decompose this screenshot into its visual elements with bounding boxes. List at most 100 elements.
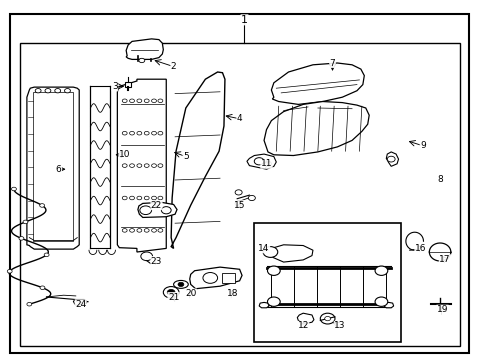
- Circle shape: [137, 164, 142, 167]
- Text: 22: 22: [150, 201, 162, 210]
- Text: 15: 15: [233, 201, 245, 210]
- Text: 12: 12: [297, 321, 308, 330]
- Circle shape: [151, 164, 156, 167]
- Circle shape: [178, 282, 183, 287]
- Text: 14: 14: [258, 244, 269, 253]
- Circle shape: [129, 131, 134, 135]
- Circle shape: [386, 156, 394, 162]
- Circle shape: [167, 289, 175, 295]
- Circle shape: [235, 201, 242, 206]
- Bar: [222, 273, 234, 283]
- Circle shape: [144, 196, 149, 200]
- Circle shape: [129, 99, 134, 103]
- Polygon shape: [271, 245, 312, 262]
- Circle shape: [158, 99, 163, 103]
- Polygon shape: [138, 202, 177, 217]
- Circle shape: [44, 253, 49, 257]
- Circle shape: [55, 89, 61, 93]
- Text: 9: 9: [419, 141, 425, 150]
- Circle shape: [45, 89, 51, 93]
- Text: 20: 20: [184, 289, 196, 298]
- Circle shape: [374, 297, 387, 306]
- Polygon shape: [271, 63, 364, 104]
- Circle shape: [137, 196, 142, 200]
- Text: 16: 16: [414, 244, 426, 253]
- Text: 18: 18: [226, 289, 238, 298]
- Text: 1: 1: [241, 15, 247, 25]
- Bar: [20, 43, 459, 346]
- Ellipse shape: [173, 280, 188, 288]
- Circle shape: [203, 273, 217, 283]
- Circle shape: [122, 131, 127, 135]
- Circle shape: [144, 99, 149, 103]
- Circle shape: [19, 237, 24, 240]
- Polygon shape: [383, 302, 393, 308]
- Polygon shape: [386, 152, 398, 166]
- Circle shape: [27, 302, 32, 306]
- Circle shape: [40, 286, 45, 289]
- Circle shape: [139, 58, 144, 63]
- Circle shape: [248, 195, 255, 201]
- Circle shape: [374, 266, 387, 275]
- Text: 24: 24: [75, 300, 86, 309]
- Circle shape: [158, 131, 163, 135]
- Circle shape: [35, 89, 41, 93]
- Text: 11: 11: [260, 159, 272, 168]
- Circle shape: [122, 229, 127, 232]
- Polygon shape: [259, 302, 268, 308]
- Text: 13: 13: [333, 321, 345, 330]
- Polygon shape: [117, 79, 166, 252]
- Circle shape: [263, 247, 277, 257]
- Circle shape: [140, 206, 151, 215]
- Circle shape: [137, 131, 142, 135]
- Polygon shape: [73, 300, 87, 305]
- Circle shape: [64, 89, 70, 93]
- Circle shape: [23, 220, 28, 224]
- Text: 10: 10: [119, 150, 130, 159]
- Circle shape: [267, 297, 280, 306]
- Text: 2: 2: [170, 62, 176, 71]
- Text: 23: 23: [150, 256, 162, 265]
- Circle shape: [158, 164, 163, 167]
- Circle shape: [144, 229, 149, 232]
- Circle shape: [129, 229, 134, 232]
- Circle shape: [151, 229, 156, 232]
- Circle shape: [129, 164, 134, 167]
- Text: 7: 7: [329, 58, 335, 68]
- Polygon shape: [126, 39, 163, 59]
- Polygon shape: [189, 267, 242, 289]
- Text: 19: 19: [436, 305, 447, 314]
- Polygon shape: [171, 72, 224, 248]
- Polygon shape: [27, 87, 79, 249]
- Circle shape: [267, 266, 280, 275]
- Circle shape: [158, 196, 163, 200]
- Circle shape: [320, 313, 334, 324]
- Text: 3: 3: [112, 82, 118, 91]
- Circle shape: [161, 207, 171, 214]
- Circle shape: [151, 131, 156, 135]
- Circle shape: [137, 229, 142, 232]
- Circle shape: [144, 164, 149, 167]
- Text: 5: 5: [183, 152, 188, 161]
- Polygon shape: [297, 313, 313, 324]
- Polygon shape: [264, 102, 368, 156]
- Circle shape: [144, 131, 149, 135]
- Circle shape: [122, 196, 127, 200]
- Circle shape: [158, 229, 163, 232]
- Circle shape: [129, 196, 134, 200]
- Circle shape: [137, 99, 142, 103]
- Polygon shape: [246, 154, 276, 169]
- Text: 8: 8: [436, 175, 442, 184]
- Circle shape: [40, 204, 44, 207]
- Circle shape: [151, 99, 156, 103]
- Text: 21: 21: [167, 292, 179, 302]
- Text: 4: 4: [236, 114, 242, 123]
- Text: 17: 17: [438, 255, 450, 264]
- Polygon shape: [33, 92, 73, 241]
- Text: 6: 6: [56, 165, 61, 174]
- Circle shape: [141, 252, 152, 261]
- Circle shape: [7, 270, 12, 273]
- Circle shape: [235, 190, 242, 195]
- Bar: [254, 223, 400, 342]
- Bar: [124, 82, 130, 87]
